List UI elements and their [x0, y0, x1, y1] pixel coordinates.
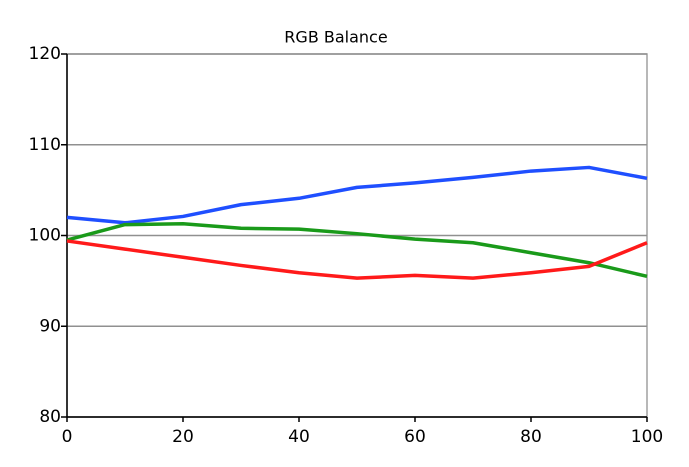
x-tick-label: 0: [62, 427, 73, 447]
y-tick-label: 110: [29, 135, 61, 155]
y-tick-label: 90: [39, 316, 61, 336]
chart-title: RGB Balance: [284, 28, 387, 47]
series-line: [66, 221, 648, 279]
series-line: [66, 239, 648, 280]
x-tick-label: 80: [520, 427, 542, 447]
y-tick-label: 100: [29, 226, 61, 246]
x-tick-label: 100: [631, 427, 663, 447]
x-tick-label: 40: [288, 427, 310, 447]
y-tick-label: 120: [29, 44, 61, 64]
x-tick-label: 60: [404, 427, 426, 447]
x-tick-label: 20: [172, 427, 194, 447]
y-tick-label: 80: [39, 407, 61, 427]
series-line: [66, 165, 648, 225]
